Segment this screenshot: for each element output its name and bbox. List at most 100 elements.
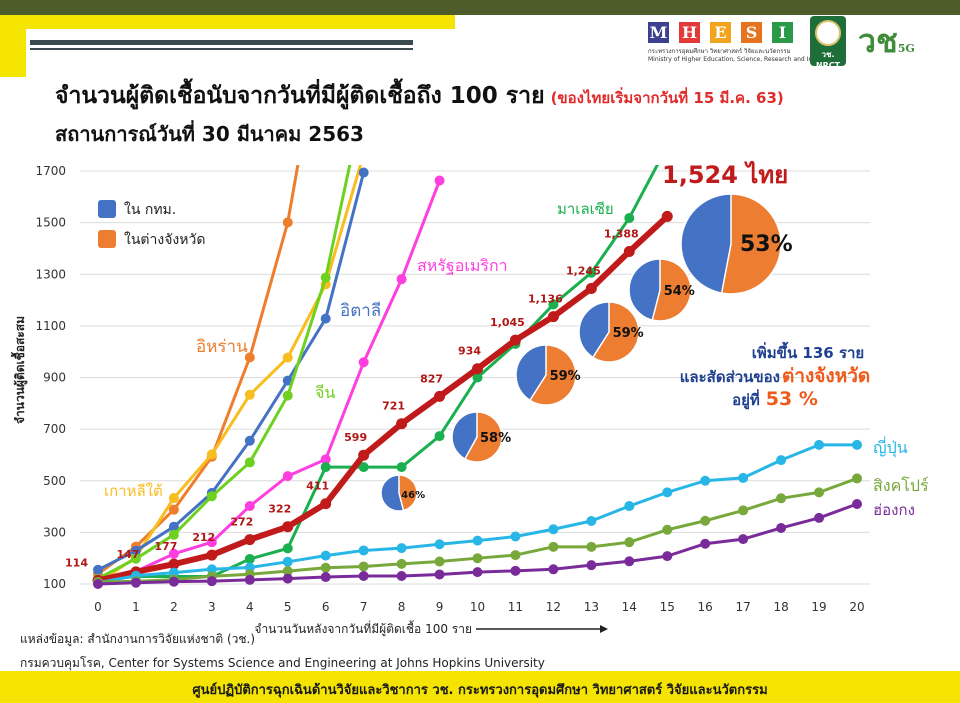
y-axis-title: จำนวนผู้ติดเชื้อสะสม <box>10 316 28 424</box>
series-label: สหรัฐอเมริกา <box>417 256 508 275</box>
data-point <box>473 553 483 563</box>
data-point <box>776 455 786 465</box>
data-point <box>738 534 748 544</box>
data-point <box>510 566 520 576</box>
pie-label: 54% <box>664 284 695 299</box>
note-line-3a: อยู่ที่ <box>732 389 760 410</box>
x-tick-label: 7 <box>360 600 368 614</box>
data-point <box>435 539 445 549</box>
legend-label: ใน กทม. <box>124 201 176 218</box>
data-point <box>700 476 710 486</box>
data-label: 177 <box>154 540 177 553</box>
data-point <box>283 353 293 363</box>
data-point <box>359 561 369 571</box>
data-point <box>586 283 597 294</box>
x-tick-label: 8 <box>398 600 406 614</box>
pie-label: 46% <box>401 490 425 501</box>
data-point <box>207 449 217 459</box>
data-point <box>283 574 293 584</box>
data-point <box>814 440 824 450</box>
data-point <box>435 557 445 567</box>
y-tick-label: 1300 <box>35 267 66 281</box>
legend-label: ในต่างจังหวัด <box>124 231 205 248</box>
x-tick-label: 0 <box>94 600 102 614</box>
data-point <box>283 217 293 227</box>
data-point <box>814 513 824 523</box>
data-point <box>283 471 293 481</box>
data-label: 1,136 <box>528 293 563 306</box>
data-point <box>396 418 407 429</box>
pie-label: 58% <box>480 431 511 446</box>
data-point <box>473 567 483 577</box>
data-point <box>662 525 672 535</box>
data-point <box>738 505 748 515</box>
x-axis-title: จำนวนวันหลังจากวันที่มีผู้ติดเชื้อ 100 ร… <box>254 620 472 637</box>
data-point <box>662 211 673 222</box>
data-label: 272 <box>230 516 253 529</box>
x-tick-label: 4 <box>246 600 254 614</box>
covid-cases-chart: 10030050070090011001300150017000 1 2 3 4 5 6 7 8… <box>0 0 960 703</box>
data-point <box>434 391 445 402</box>
data-point <box>624 213 634 223</box>
data-point <box>548 542 558 552</box>
data-point <box>586 542 596 552</box>
data-point <box>852 499 862 509</box>
x-tick-label: 2 <box>170 600 178 614</box>
data-point <box>321 563 331 573</box>
data-point <box>586 560 596 570</box>
data-label: 411 <box>306 480 329 493</box>
data-point <box>93 565 103 575</box>
x-tick-label: 14 <box>622 600 637 614</box>
data-point <box>435 176 445 186</box>
data-label: 212 <box>192 531 215 544</box>
pie-label: 59% <box>550 369 581 384</box>
data-point <box>93 579 103 589</box>
series-label: มาเลเซีย <box>557 200 614 218</box>
data-point <box>358 450 369 461</box>
x-tick-label: 5 <box>284 600 292 614</box>
data-point <box>700 516 710 526</box>
data-point <box>321 273 331 283</box>
data-point <box>435 569 445 579</box>
data-point <box>548 564 558 574</box>
data-point <box>207 576 217 586</box>
data-point <box>472 363 483 374</box>
y-tick-label: 300 <box>43 525 66 539</box>
data-point <box>206 550 217 561</box>
data-point <box>397 559 407 569</box>
series-group <box>93 7 863 589</box>
series-label: สิงคโปร์ <box>873 476 929 495</box>
x-tick-label: 17 <box>736 600 751 614</box>
data-point <box>624 537 634 547</box>
data-label: 114 <box>65 556 88 569</box>
x-axis-arrowhead <box>600 625 608 633</box>
data-point <box>283 557 293 567</box>
data-point <box>510 335 521 346</box>
data-point <box>397 543 407 553</box>
data-point <box>245 575 255 585</box>
legend-swatch <box>98 230 116 248</box>
data-point <box>776 523 786 533</box>
data-point <box>852 440 862 450</box>
data-point <box>245 501 255 511</box>
x-tick-label: 10 <box>470 600 485 614</box>
data-point <box>245 390 255 400</box>
data-point <box>776 493 786 503</box>
data-point <box>320 498 331 509</box>
x-tick-label: 20 <box>849 600 864 614</box>
data-point <box>321 462 331 472</box>
data-point <box>359 571 369 581</box>
series-label: อิตาลี <box>340 301 381 321</box>
y-tick-label: 1700 <box>35 164 66 178</box>
x-tick-label: 18 <box>773 600 788 614</box>
data-point <box>510 550 520 560</box>
data-point <box>321 572 331 582</box>
data-label: 1,045 <box>490 316 525 329</box>
data-point <box>207 491 217 501</box>
data-point <box>131 578 141 588</box>
data-point <box>473 536 483 546</box>
data-label: 934 <box>458 345 481 358</box>
data-label: 599 <box>344 431 367 444</box>
data-point <box>852 473 862 483</box>
x-tick-label: 15 <box>660 600 675 614</box>
